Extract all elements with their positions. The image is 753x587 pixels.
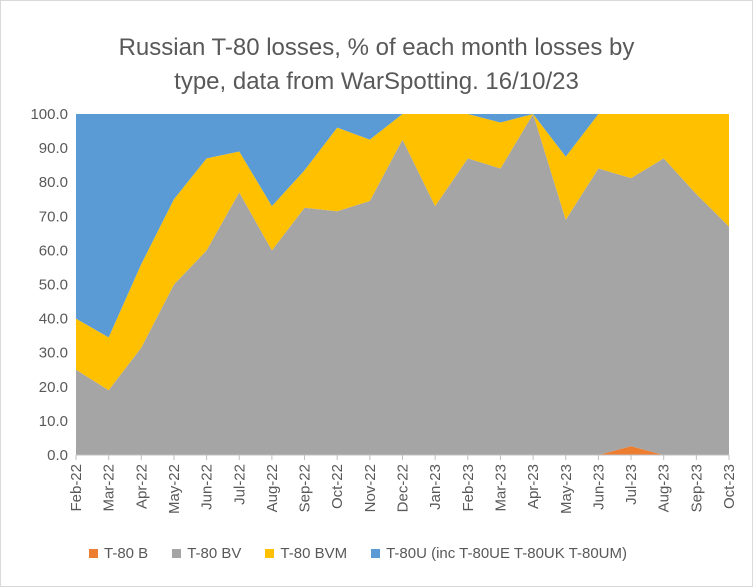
x-tick-label: May-22	[166, 464, 183, 514]
legend-swatch-t80bv	[172, 549, 182, 558]
x-tick-label: Mar-22	[101, 464, 118, 512]
x-tick-label: Nov-22	[362, 464, 379, 512]
chart-legend: T-80 B T-80 BV T-80 BVM T-80U (inc T-80U…	[89, 545, 651, 562]
y-tick-label: 80.0	[39, 174, 68, 191]
x-tick-label: Jan-23	[427, 464, 444, 510]
y-tick-label: 90.0	[39, 140, 68, 157]
x-tick-label: Sep-23	[688, 464, 705, 512]
x-tick-label: Mar-23	[492, 464, 509, 512]
y-tick-label: 10.0	[39, 413, 68, 430]
y-tick-label: 50.0	[39, 277, 68, 294]
legend-item-t80bv: T-80 BV	[172, 545, 241, 562]
y-tick-label: 100.0	[30, 106, 68, 123]
x-tick-label: Jun-23	[590, 464, 607, 510]
x-tick-label: Jul-23	[623, 464, 640, 505]
y-axis-ticks: 0.0 10.0 20.0 30.0 40.0 50.0 60.0 70.0 80.0 90.0 1…	[30, 106, 68, 464]
y-tick-label: 70.0	[39, 208, 68, 225]
legend-swatch-t80b	[89, 549, 98, 558]
y-tick-label: 0.0	[47, 447, 68, 464]
legend-item-t80u: T-80U (inc T-80UE T-80UK T-80UM)	[371, 545, 627, 562]
legend-label-t80bvm: T-80 BVM	[280, 545, 348, 562]
y-tick-label: 60.0	[39, 242, 68, 259]
legend-label-t80bv: T-80 BV	[187, 545, 242, 562]
x-tick-label: Apr-22	[133, 464, 150, 509]
x-tick-label: Feb-22	[68, 464, 85, 512]
chart-title-line-2: type, data from WarSpotting. 16/10/23	[174, 68, 579, 95]
legend-swatch-t80u	[371, 549, 381, 558]
x-tick-label: Oct-23	[721, 464, 738, 509]
x-tick-label: Feb-23	[460, 464, 477, 512]
y-tick-label: 40.0	[39, 311, 68, 328]
x-axis-ticks: Feb-22 Mar-22 Apr-22 May-22 Jun-22 Jul-22 Aug-…	[68, 455, 738, 514]
x-tick-label: Oct-22	[329, 464, 346, 509]
x-tick-label: May-23	[558, 464, 575, 514]
legend-item-t80bvm: T-80 BVM	[265, 545, 347, 562]
x-tick-label: Apr-23	[525, 464, 542, 509]
x-tick-label: Jun-22	[199, 464, 216, 510]
x-tick-label: Aug-23	[656, 464, 673, 512]
legend-label-t80u: T-80U (inc T-80UE T-80UK T-80UM)	[386, 545, 627, 562]
legend-label-t80b: T-80 B	[104, 545, 149, 562]
area-series-2	[76, 114, 729, 391]
area-series-3	[76, 114, 729, 338]
x-tick-label: Aug-22	[264, 464, 281, 512]
chart-title-line-1: Russian T-80 losses, % of each month los…	[118, 34, 635, 61]
y-tick-label: 20.0	[39, 379, 68, 396]
legend-item-t80b: T-80 B	[89, 545, 148, 562]
legend-swatch-t80bvm	[265, 549, 275, 558]
chart-areas	[76, 114, 729, 455]
area-series-1	[76, 114, 729, 455]
x-tick-label: Jul-22	[231, 464, 248, 505]
x-tick-label: Sep-22	[297, 464, 314, 512]
y-tick-label: 30.0	[39, 345, 68, 362]
x-tick-label: Dec-22	[395, 464, 412, 512]
